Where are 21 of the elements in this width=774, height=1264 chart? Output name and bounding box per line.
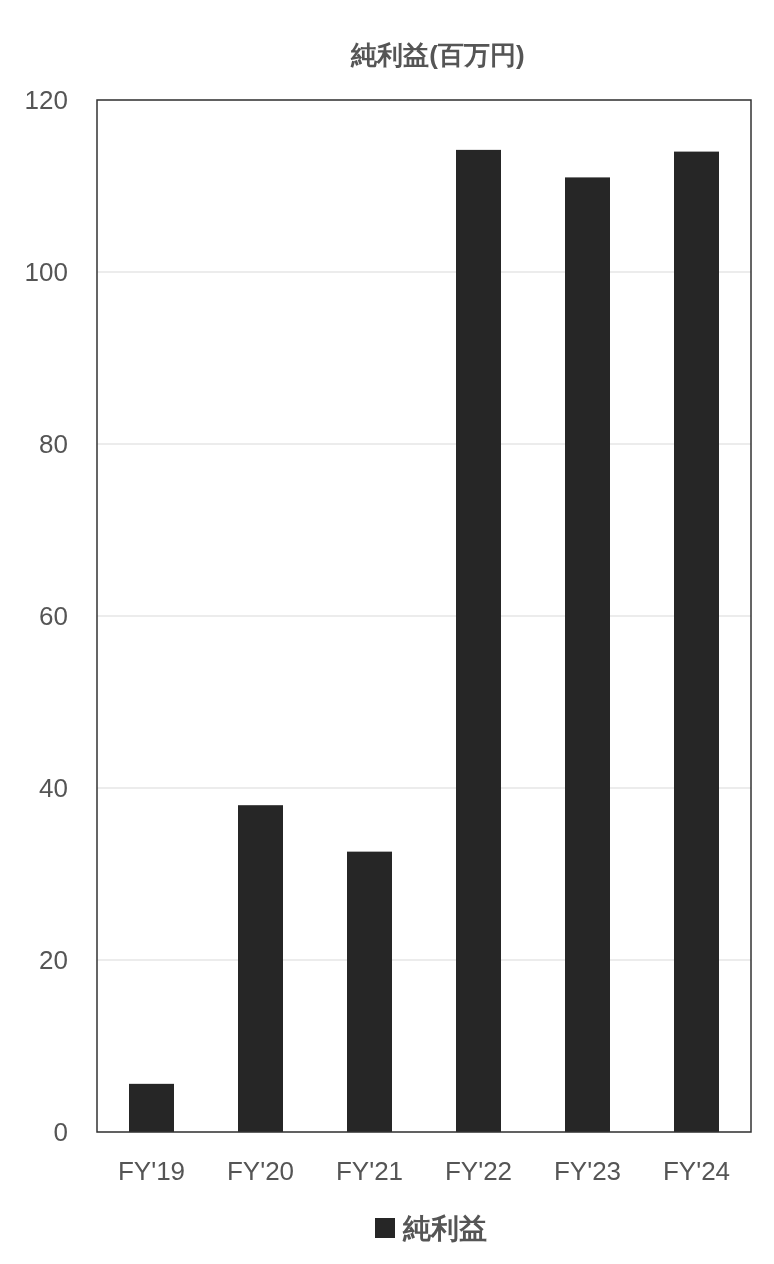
y-tick-label: 20: [39, 945, 68, 975]
bar: [565, 177, 610, 1132]
bar: [238, 805, 283, 1132]
y-tick-label: 60: [39, 601, 68, 631]
legend-label: 純利益: [402, 1213, 487, 1244]
bar: [456, 149, 501, 1132]
y-tick-label: 40: [39, 773, 68, 803]
chart-title: 純利益(百万円): [350, 40, 525, 70]
x-tick-label: FY'24: [662, 1156, 731, 1186]
bar: [129, 1083, 174, 1132]
bar: [347, 851, 392, 1132]
x-tick-label: FY'22: [444, 1156, 513, 1186]
bar: [674, 151, 719, 1132]
y-tick-label: 100: [24, 257, 68, 287]
y-tick-label: 80: [39, 429, 68, 459]
x-tick-label: FY'19: [117, 1156, 186, 1186]
x-tick-label: FY'23: [553, 1156, 622, 1186]
y-tick-label: 120: [24, 85, 68, 115]
y-tick-label: 0: [53, 1117, 68, 1147]
x-tick-label: FY'20: [226, 1156, 295, 1186]
x-tick-label: FY'21: [335, 1156, 404, 1186]
